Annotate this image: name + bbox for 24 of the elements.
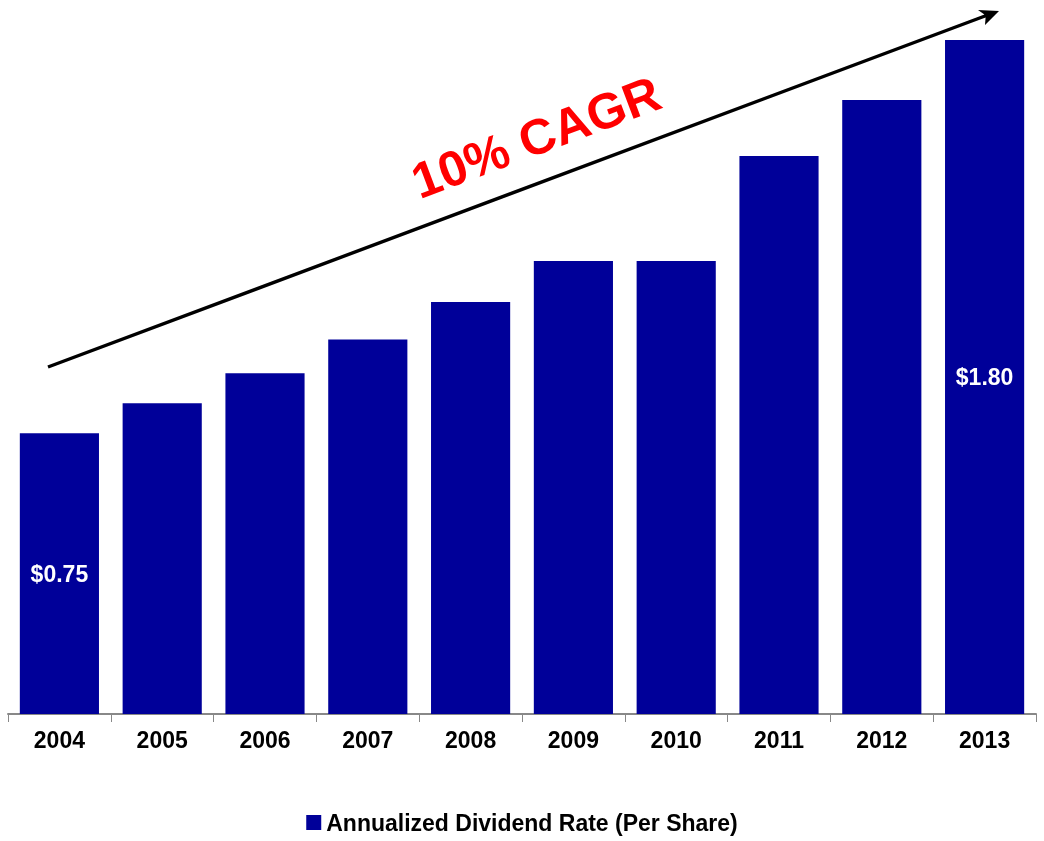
x-tick-label: 2007 xyxy=(342,726,394,753)
bar xyxy=(945,40,1025,714)
bar xyxy=(225,373,305,714)
x-tick-label: 2008 xyxy=(445,726,497,753)
data-label: $0.75 xyxy=(30,560,89,587)
bar xyxy=(842,99,922,714)
x-tick-label: 2012 xyxy=(856,726,908,753)
x-tick-label: 2009 xyxy=(547,726,599,753)
data-label: $1.80 xyxy=(955,364,1014,390)
x-tick-label: 2010 xyxy=(650,726,702,753)
x-tick-label: 2013 xyxy=(959,726,1011,753)
bar xyxy=(636,260,716,714)
x-tick-label: 2004 xyxy=(33,726,86,753)
x-tick-label: 2006 xyxy=(239,726,291,753)
x-tick-label: 2005 xyxy=(136,726,188,753)
x-tick-label: 2011 xyxy=(754,726,805,753)
bar xyxy=(431,302,511,714)
annotation: 10% CAGR xyxy=(403,65,669,210)
bar xyxy=(122,403,202,714)
bar xyxy=(19,433,99,714)
bar xyxy=(533,260,613,714)
bar xyxy=(328,339,408,714)
bar xyxy=(739,156,819,714)
legend-label: Annualized Dividend Rate (Per Share) xyxy=(326,809,738,836)
